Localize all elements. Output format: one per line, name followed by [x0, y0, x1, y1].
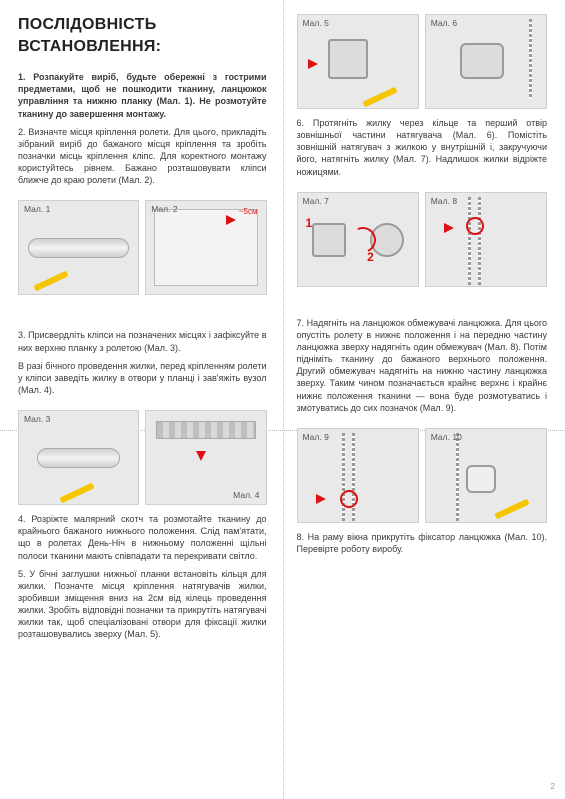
figure-row-5-6: Мал. 5 Мал. 6 — [297, 14, 548, 109]
figure-3: Мал. 3 — [18, 410, 139, 505]
left-column: ПОСЛІДОВНІСТЬ ВСТАНОВЛЕННЯ: 1. Розпакуйт… — [0, 0, 283, 799]
page-number: 2 — [551, 782, 555, 793]
cord-illust — [529, 19, 532, 99]
step-3a-text: 3. Присвердліть кліпси на позначених міс… — [18, 329, 267, 353]
chain-illust — [456, 433, 459, 521]
screwdriver-icon — [362, 87, 397, 108]
callout-1: 1 — [306, 215, 313, 231]
vertical-divider — [283, 0, 284, 799]
figure-1: Мал. 1 — [18, 200, 139, 295]
arrow-icon — [226, 215, 236, 225]
figure-8: Мал. 8 — [425, 192, 547, 287]
chain-illust — [342, 433, 345, 521]
figure-10-caption: Мал. 10 — [431, 432, 462, 443]
figure-10: Мал. 10 — [425, 428, 547, 523]
screwdriver-icon — [33, 271, 68, 292]
step-6-text: 6. Протягніть жилку через кільце та перш… — [297, 117, 548, 178]
step-3b-text: В разі бічного проведення жилки, перед к… — [18, 360, 267, 396]
step-5-text: 5. У бічні заглушки нижньої планки встан… — [18, 568, 267, 641]
figure-6: Мал. 6 — [425, 14, 547, 109]
step-4-text: 4. Розріжте малярний скотч та розмотайте… — [18, 513, 267, 562]
chain-illust — [468, 197, 471, 285]
figure-5-caption: Мал. 5 — [303, 18, 329, 29]
figure-8-caption: Мал. 8 — [431, 196, 457, 207]
chain-illust — [352, 433, 355, 521]
step-8-text: 8. На раму вікна прикрутіть фіксатор лан… — [297, 531, 548, 555]
tensioner-illust — [460, 43, 504, 79]
figure-7-caption: Мал. 7 — [303, 196, 329, 207]
right-column: Мал. 5 Мал. 6 6. Протягніть жилку через … — [283, 0, 565, 799]
figure-3-caption: Мал. 3 — [24, 414, 50, 425]
callout-2: 2 — [367, 249, 374, 265]
fixator-illust — [466, 465, 496, 493]
bracket-rail-illust — [156, 421, 255, 439]
figure-row-9-10: Мал. 9 Мал. 10 — [297, 428, 548, 523]
page-title: ПОСЛІДОВНІСТЬ ВСТАНОВЛЕННЯ: — [18, 14, 267, 57]
step-1-text: 1. Розпакуйте виріб, будьте обережні з г… — [18, 71, 267, 120]
figure-5: Мал. 5 — [297, 14, 419, 109]
part-illust — [312, 223, 346, 257]
tensioner-illust — [328, 39, 368, 79]
figure-4-caption: Мал. 4 — [233, 490, 259, 501]
step-2-text: 2. Визначте місця кріплення ролети. Для … — [18, 126, 267, 187]
chain-illust — [478, 197, 481, 285]
screwdriver-icon — [59, 483, 94, 504]
figure-9-caption: Мал. 9 — [303, 432, 329, 443]
figure-4: Мал. 4 — [145, 410, 266, 505]
tube-illust — [37, 448, 120, 468]
figure-1-caption: Мал. 1 — [24, 204, 50, 215]
figure-6-caption: Мал. 6 — [431, 18, 457, 29]
figure-row-3-4: Мал. 3 Мал. 4 — [18, 410, 267, 505]
figure-row-1-2: Мал. 1 Мал. 2 ~5см — [18, 200, 267, 295]
figure-7: Мал. 7 1 2 — [297, 192, 419, 287]
arrow-icon — [444, 223, 454, 233]
step-7-text: 7. Надягніть на ланцюжок обмежувачі ланц… — [297, 317, 548, 414]
roller-tube-illust — [28, 238, 129, 258]
figure-9: Мал. 9 — [297, 428, 419, 523]
arrow-icon — [308, 59, 318, 69]
distance-label: ~5см — [239, 207, 258, 218]
figure-2: Мал. 2 ~5см — [145, 200, 266, 295]
highlight-circle-icon — [466, 217, 484, 235]
arrow-icon — [196, 451, 206, 461]
figure-2-caption: Мал. 2 — [151, 204, 177, 215]
screwdriver-icon — [494, 499, 529, 520]
arrow-icon — [316, 494, 326, 504]
frame-illust — [154, 209, 257, 286]
highlight-circle-icon — [340, 490, 358, 508]
figure-row-7-8: Мал. 7 1 2 Мал. 8 — [297, 192, 548, 287]
